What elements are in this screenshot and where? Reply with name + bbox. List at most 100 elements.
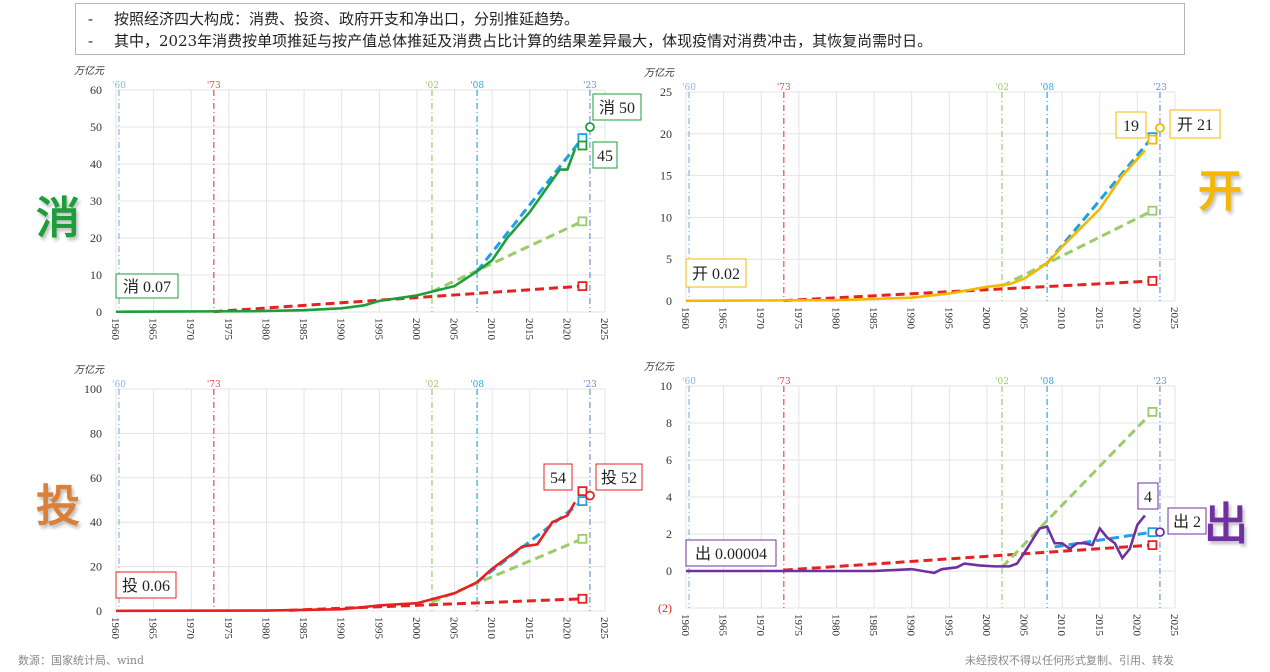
y-tick-label: 20	[90, 560, 102, 574]
note-text-2: 其中，2023年消费按单项推延与按产值总体推延及消费占比计算的结果差异最大，体现…	[114, 32, 933, 50]
y-tick-label: 40	[90, 515, 102, 529]
y-tick-label: 10	[90, 268, 102, 282]
x-tick-label: 1985	[867, 614, 879, 637]
y-tick-label: 40	[90, 157, 102, 171]
callout-label-value_2022: 19	[1123, 118, 1139, 135]
callout-box-start	[115, 273, 179, 299]
x-tick-label: 1985	[867, 307, 879, 330]
x-tick-label: 2000	[410, 617, 422, 640]
x-tick-label: 1980	[829, 307, 841, 330]
x-tick-label: 1995	[942, 307, 954, 330]
chart-panel-4: 1960 1965 1970 1975 1980 1985 1990 1995 2000 2005…	[644, 361, 1207, 637]
forecast-2023-marker	[585, 122, 595, 132]
y-axis-unit: 万亿元	[74, 364, 105, 376]
trend-endpoint-marker	[1147, 406, 1158, 417]
y-tick-label: 0	[96, 604, 102, 618]
callout-label-forecast_2023: 消 50	[599, 99, 635, 117]
note-text-1: 按照经济四大构成：消费、投资、政府开支和净出口，分别推延趋势。	[114, 10, 580, 28]
callout-label-value_2022: 45	[597, 148, 613, 165]
x-tick-label: 2020	[560, 617, 572, 640]
callout-box-value_2022	[1115, 111, 1147, 139]
x-tick-label: 2025	[598, 318, 610, 341]
bullet-dash: -	[88, 32, 94, 50]
reference-year-label: '23	[1153, 83, 1167, 93]
y-tick-label: 80	[90, 426, 102, 440]
x-tick-label: 1960	[679, 307, 691, 330]
trend-endpoint-marker	[577, 281, 588, 292]
y-tick-label: 60	[90, 471, 102, 485]
side-label-consumption: 消	[36, 193, 80, 244]
reference-year-label: '23	[1153, 377, 1167, 387]
callout-box-value_2022	[1137, 482, 1159, 510]
trend-line-trend_2008	[475, 137, 584, 273]
reference-year-label: '60	[112, 81, 126, 91]
x-tick-label: 1970	[184, 318, 196, 341]
chart-panel-2: 1960 1965 1970 1975 1980 1985 1990 1995 2000 2005…	[644, 67, 1221, 330]
forecast-2023-marker	[585, 490, 595, 501]
x-tick-label: 1960	[109, 617, 121, 640]
value-2022-marker	[577, 486, 588, 497]
trend-line-trend_2008	[476, 499, 584, 584]
x-tick-label: 1970	[754, 307, 766, 330]
y-tick-label: 20	[660, 127, 672, 141]
reference-year-label: '73	[207, 380, 221, 390]
reference-year-label: '02	[425, 380, 439, 390]
chart-panel-1: 1960 1965 1970 1975 1980 1985 1990 1995 2000 2005…	[74, 65, 642, 341]
x-tick-label: 1980	[829, 614, 841, 637]
x-tick-label: 2000	[980, 307, 992, 330]
actual-series-line	[115, 501, 577, 613]
x-tick-label: 1985	[297, 318, 309, 341]
y-tick-label: 2	[666, 527, 672, 541]
callout-label-start: 出 0.00004	[695, 545, 767, 563]
trend-line-trend_2008	[1054, 530, 1153, 549]
y-axis-unit: 万亿元	[74, 65, 105, 77]
actual-series-line	[685, 149, 1146, 303]
x-tick-label: 2005	[1018, 307, 1030, 330]
actual-series-line	[686, 514, 1146, 575]
x-tick-label: 2025	[1168, 614, 1180, 637]
disclaimer: 未经授权不得以任何形式复制、引用、转发	[965, 654, 1174, 667]
x-tick-label: 1975	[222, 318, 234, 341]
x-tick-label: 2010	[1055, 614, 1067, 637]
callout-label-value_2022: 54	[550, 470, 566, 487]
reference-year-label: '73	[207, 81, 221, 91]
callout-label-forecast_2023: 开 21	[1177, 117, 1213, 134]
trend-endpoint-marker	[1147, 276, 1158, 286]
side-label-net-export: 出	[1204, 499, 1248, 550]
x-tick-label: 2010	[485, 617, 497, 640]
y-tick-label: 20	[90, 231, 102, 245]
trend-line-trend_2002	[1000, 410, 1154, 569]
x-tick-label: 2020	[1130, 614, 1142, 637]
y-tick-label: 0	[666, 564, 672, 578]
reference-year-label: '08	[1040, 83, 1054, 93]
x-tick-label: 2005	[448, 318, 460, 341]
reference-year-label: '23	[583, 380, 597, 390]
forecast-2023-marker	[1155, 123, 1165, 133]
y-tick-label: 8	[666, 416, 672, 430]
value-2022-marker	[577, 140, 588, 151]
reference-year-label: '73	[777, 83, 791, 93]
y-tick-label: 10	[660, 379, 672, 393]
x-tick-label: 2015	[1093, 614, 1105, 637]
x-tick-label: 1960	[109, 318, 121, 341]
callout-label-forecast_2023: 出 2	[1173, 513, 1201, 531]
callout-box-start	[685, 258, 747, 288]
y-tick-label: (2)	[658, 601, 672, 615]
x-tick-label: 2005	[1018, 614, 1030, 637]
reference-year-label: '60	[682, 83, 696, 93]
callout-box-start	[115, 571, 177, 599]
callout-label-start: 消 0.07	[123, 278, 171, 296]
trend-endpoint-marker	[1147, 205, 1158, 216]
x-tick-label: 1990	[335, 617, 347, 640]
x-tick-label: 1965	[147, 318, 159, 341]
notes-box: - 按照经济四大构成：消费、投资、政府开支和净出口，分别推延趋势。 - 其中，202…	[75, 3, 1185, 55]
side-label-investment: 投	[36, 481, 80, 532]
reference-year-label: '02	[425, 81, 439, 91]
reference-year-label: '08	[470, 380, 484, 390]
x-tick-label: 1970	[184, 617, 196, 640]
callout-box-forecast_2023	[1167, 507, 1207, 535]
x-tick-label: 2010	[1055, 307, 1067, 330]
actual-series-line	[115, 148, 577, 314]
x-tick-label: 2010	[485, 318, 497, 341]
x-tick-label: 2025	[598, 617, 610, 640]
